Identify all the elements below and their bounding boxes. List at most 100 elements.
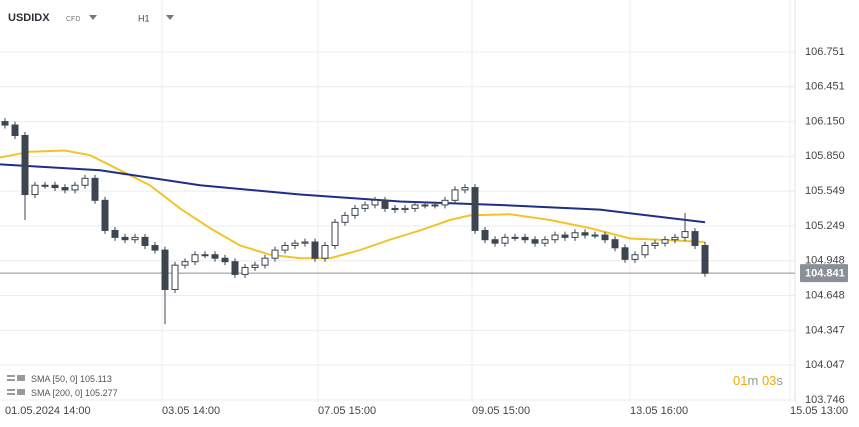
candle-body [81, 177, 89, 186]
candle-body [571, 232, 579, 238]
candle-body [521, 236, 529, 241]
candle-body [291, 242, 299, 246]
candle-body [371, 199, 379, 206]
candle-body [131, 236, 139, 241]
candle-body [621, 247, 629, 260]
candle-body [361, 204, 369, 209]
y-tick-label: 105.549 [805, 185, 845, 197]
candle-body [511, 236, 519, 239]
last-price-box [800, 264, 848, 283]
candle-body [441, 199, 449, 206]
candle-body [651, 242, 659, 246]
x-tick-label: 01.05.2024 14:00 [5, 405, 91, 417]
candle-body [481, 229, 489, 241]
y-tick-label: 104.948 [805, 255, 845, 267]
candle-body [61, 187, 69, 191]
legend-name: SMA [50, 0] [31, 374, 78, 384]
candle-body [411, 204, 419, 209]
candle-body [611, 239, 619, 249]
y-tick-label: 106.150 [805, 115, 845, 127]
candle-body [381, 199, 389, 209]
symbol[interactable]: USDIDX [8, 12, 50, 24]
y-tick-label: 106.751 [805, 46, 845, 58]
y-tick-label: 103.746 [805, 394, 845, 406]
candle-body [281, 244, 289, 251]
candle-body [161, 249, 169, 290]
x-tick-label: 15.05 13:00 [790, 405, 848, 417]
timer-unit: s [776, 373, 783, 388]
y-tick-label: 106.451 [805, 81, 845, 93]
candle-body [531, 239, 539, 244]
y-tick-label: 104.047 [805, 359, 845, 371]
candle-body [321, 244, 329, 259]
timeframe-dropdown[interactable] [166, 15, 174, 20]
candle-body [691, 231, 699, 246]
candle-body [101, 199, 109, 231]
timer-minutes: 01 [733, 373, 747, 388]
indicator-legend: SMA [50, 0] 105.113 SMA [200, 0] 105.277 [7, 374, 118, 398]
legend-icon [7, 375, 25, 395]
y-tick-label: 104.648 [805, 289, 845, 301]
candle-body [701, 244, 709, 274]
timer-seconds: 03 [762, 373, 776, 388]
candle-body [341, 214, 349, 223]
candle-body [501, 236, 509, 244]
legend-entry[interactable]: SMA [50, 0] 105.113 [31, 374, 112, 384]
candle-body [591, 234, 599, 237]
candle-body [601, 234, 609, 241]
timeframe[interactable]: H1 [138, 13, 150, 23]
candle-body [311, 241, 319, 259]
candle-body [561, 234, 569, 238]
sma-line [0, 163, 706, 224]
legend-value: 105.113 [80, 374, 112, 384]
candle-body [431, 204, 439, 207]
candle-body [231, 261, 239, 275]
candle-body [11, 124, 19, 136]
candle-body [301, 241, 309, 244]
candle-body [681, 231, 689, 238]
candle-body [21, 134, 29, 196]
candle-body [121, 236, 129, 241]
candle-body [151, 244, 159, 251]
candle-body [241, 266, 249, 275]
candle-body [181, 261, 189, 266]
candle-body [471, 187, 479, 231]
candle-body [421, 204, 429, 207]
candle-body [401, 207, 409, 211]
candle-body [31, 184, 39, 196]
candle-body [41, 184, 49, 187]
legend-entry[interactable]: SMA [200, 0] 105.277 [31, 388, 118, 398]
candle-body [251, 264, 259, 268]
candle-body [1, 121, 9, 126]
candle-body [541, 239, 549, 244]
timer-unit: m [747, 373, 758, 388]
candle-body [451, 189, 459, 201]
candle-body [661, 239, 669, 244]
candle-body [551, 234, 559, 241]
candle-body [91, 177, 99, 201]
candle-body [211, 254, 219, 259]
x-tick-label: 07.05 15:00 [318, 405, 376, 417]
legend-name: SMA [200, 0] [31, 388, 83, 398]
candle-body [261, 257, 269, 266]
legend-value: 105.277 [85, 388, 118, 398]
instrument: CFD [66, 16, 80, 23]
candle-body [671, 236, 679, 241]
candle-body [191, 254, 199, 263]
candle-body [331, 221, 339, 246]
y-tick-label: 104.347 [805, 324, 845, 336]
candle-body [581, 232, 589, 236]
y-tick-label: 105.850 [805, 150, 845, 162]
candle-body [51, 184, 59, 189]
x-tick-label: 13.05 16:00 [630, 405, 688, 417]
candle-body [491, 239, 499, 244]
y-tick-label: 105.249 [805, 220, 845, 232]
candle-body [631, 254, 639, 260]
symbol-dropdown[interactable] [89, 15, 97, 20]
candle-body [461, 187, 469, 191]
candle-body [171, 264, 179, 290]
x-tick-label: 09.05 15:00 [472, 405, 530, 417]
candle-body [351, 207, 359, 216]
candle-body [391, 207, 399, 211]
